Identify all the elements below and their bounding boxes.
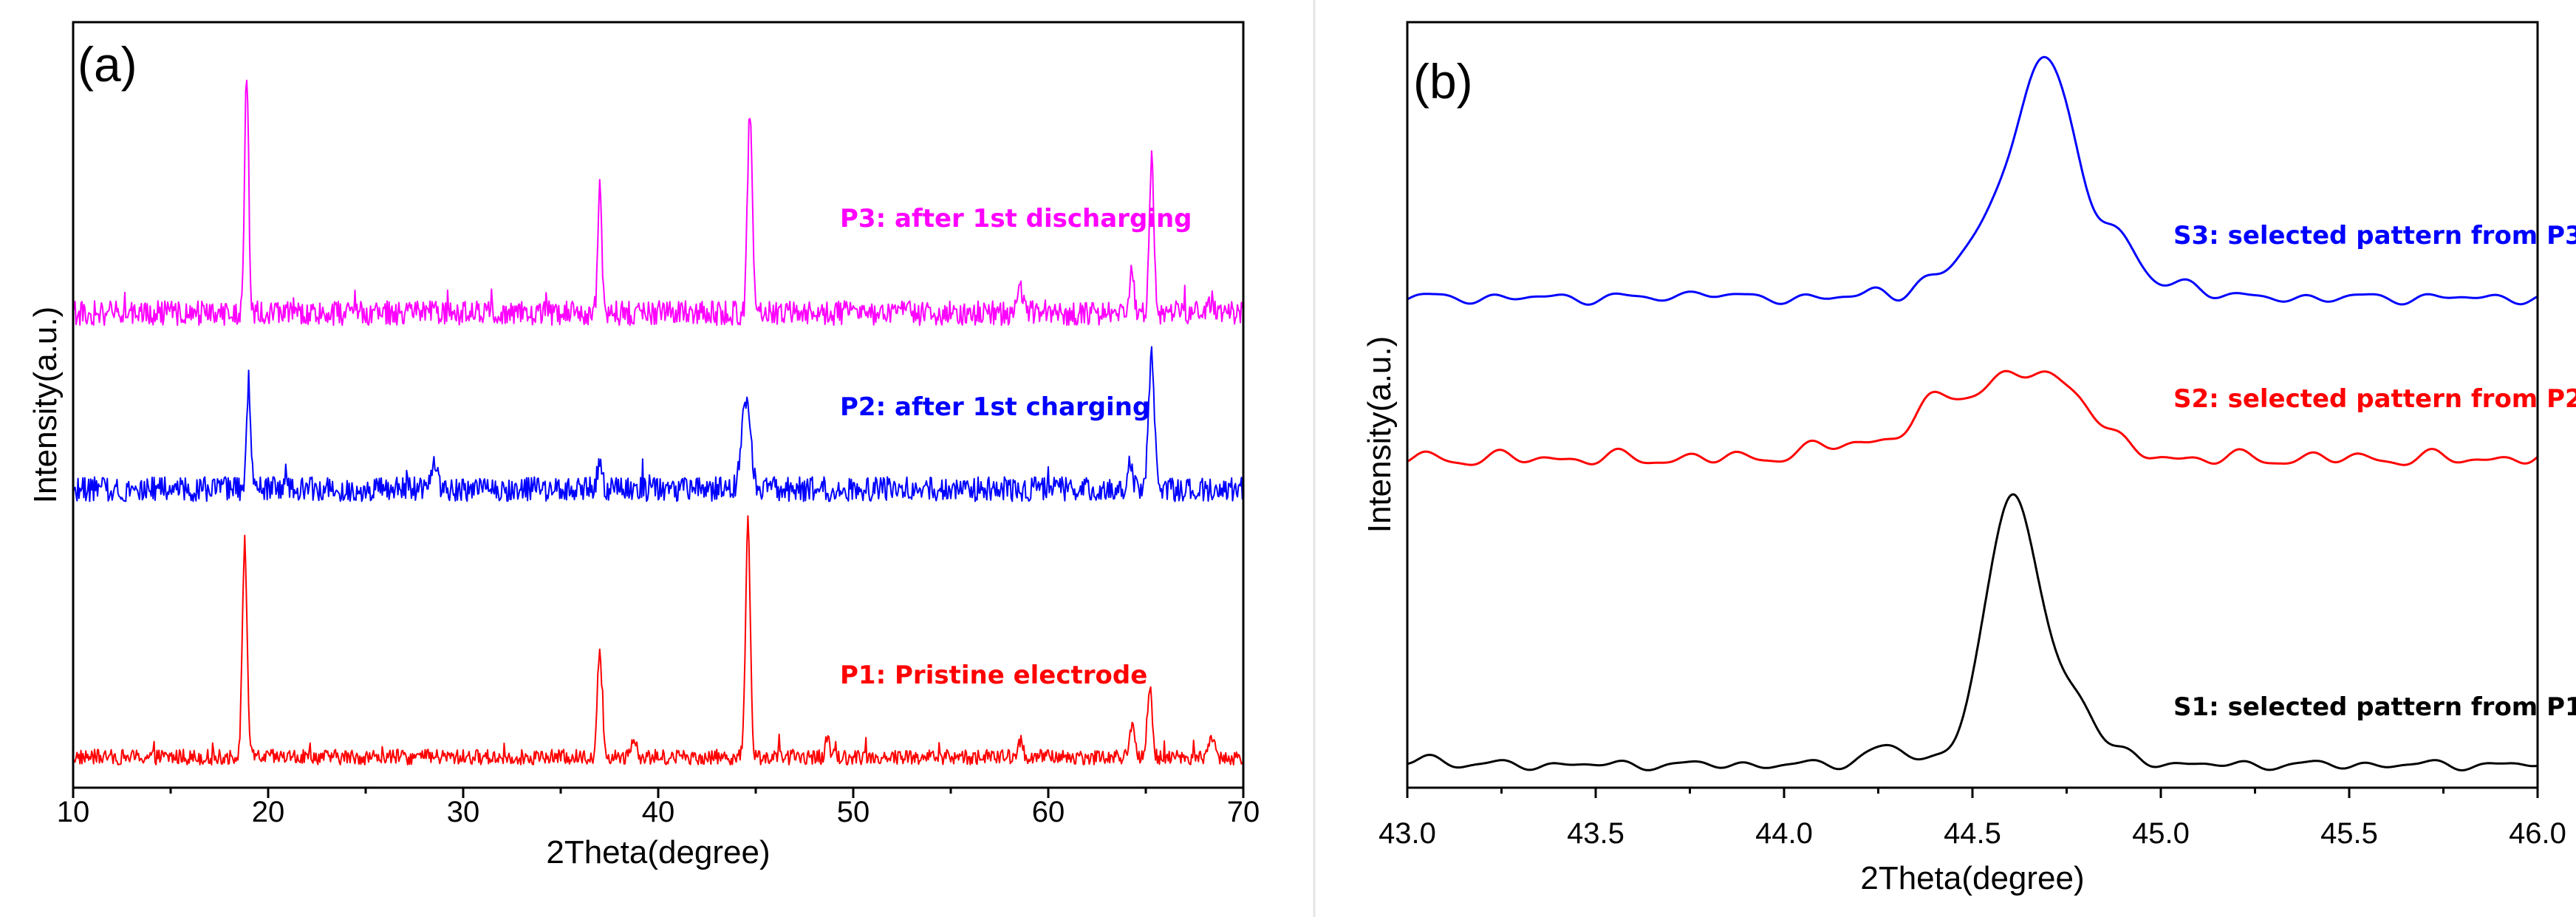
x-tick-label: 70 (1227, 796, 1260, 828)
y-axis-title-b: Intensity(a.u.) (1362, 336, 1398, 534)
plot-a-curves (72, 79, 1244, 766)
x-tick-label: 43.5 (1567, 817, 1624, 850)
x-tick-label: 44.0 (1755, 817, 1813, 850)
x-tick-label: 40 (642, 796, 675, 828)
series-label-s2: S2: selected pattern from P2 (2173, 384, 2576, 414)
series-label-s3: S3: selected pattern from P3 (2173, 221, 2576, 250)
x-tick-label: 44.5 (1944, 817, 2001, 850)
x-axis-title-a: 2Theta(degree) (546, 834, 770, 870)
series-label-p1: P1: Pristine electrode (840, 661, 1147, 690)
panel-b: 43.0 43.5 44.0 44.5 45.0 45.5 46.0 (b) S1: sel… (1362, 21, 2576, 896)
x-tick-label: 30 (447, 796, 480, 828)
panel-a: 10 20 30 40 50 60 70 (a) P1: Pristine electrod… (27, 21, 1260, 870)
plot-a-ticks: 10 20 30 40 50 60 70 (57, 788, 1260, 828)
x-tick-label: 10 (57, 796, 90, 828)
plot-a-frame (72, 21, 1245, 789)
series-line-s2 (1407, 369, 2539, 466)
series-line-s3 (1407, 55, 2538, 306)
series-label-s1: S1: selected pattern from P1 (2173, 692, 2576, 722)
series-label-p2: P2: after 1st charging (840, 392, 1150, 422)
series-line-p2 (72, 346, 1244, 502)
series-line-s1 (1407, 493, 2538, 771)
x-tick-label: 50 (837, 796, 870, 828)
x-axis-title-b: 2Theta(degree) (1860, 860, 2084, 896)
series-line-p1 (72, 515, 1244, 766)
x-tick-label: 60 (1032, 796, 1065, 828)
series-line-p3 (72, 79, 1244, 327)
panel-a-label: (a) (78, 37, 137, 92)
x-tick-label: 20 (252, 796, 285, 828)
plot-b-frame (1406, 21, 2539, 789)
x-tick-label: 45.0 (2132, 817, 2190, 850)
plot-b-ticks: 43.0 43.5 44.0 44.5 45.0 45.5 46.0 (1378, 788, 2566, 850)
panel-b-label: (b) (1413, 54, 1473, 109)
x-tick-label: 45.5 (2320, 817, 2378, 850)
x-tick-label: 46.0 (2509, 817, 2566, 850)
x-tick-label: 43.0 (1378, 817, 1436, 850)
y-axis-title-a: Intensity(a.u.) (27, 307, 64, 504)
plot-b-curves (1407, 55, 2539, 771)
series-label-p3: P3: after 1st discharging (840, 204, 1192, 233)
